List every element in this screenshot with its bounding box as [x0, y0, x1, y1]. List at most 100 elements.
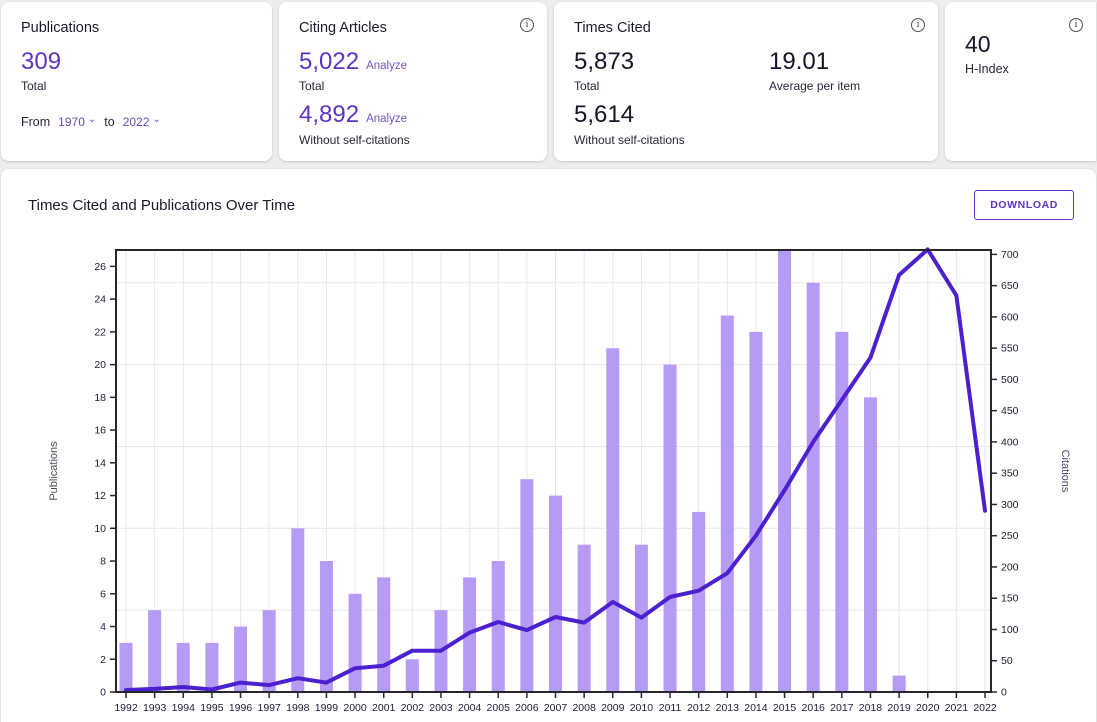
axis-tick-label: 2022	[973, 702, 997, 714]
axis-tick-label: 2004	[458, 702, 482, 714]
publications-bar-2016[interactable]	[806, 282, 820, 692]
publications-bar-2018[interactable]	[863, 397, 877, 692]
publications-bar-1993[interactable]	[148, 610, 162, 692]
publications-bar-2012[interactable]	[692, 511, 706, 692]
axis-tick-label: 4	[100, 621, 106, 633]
publications-bar-1999[interactable]	[319, 561, 333, 692]
citing-total-row: 5,022 Analyze	[299, 48, 527, 75]
info-icon[interactable]: i	[1069, 18, 1083, 32]
axis-tick-label: 1992	[114, 702, 138, 714]
axis-tick-label: 1996	[229, 702, 253, 714]
publications-bar-2015[interactable]	[778, 250, 792, 692]
info-icon[interactable]: i	[520, 18, 534, 32]
plot-border	[115, 249, 992, 693]
citing-total-value: 5,022	[299, 48, 360, 75]
axis-tick-label: 1995	[200, 702, 224, 714]
axis-tick-label: 450	[1001, 405, 1019, 417]
publications-card: Publications 309 Total From 1970 ⌄ to 20…	[1, 2, 272, 161]
axis-tick-label: 2012	[687, 702, 711, 714]
times-cited-publications-chart: 0246810121416182022242605010015020025030…	[48, 247, 1071, 714]
axis-tick-label: 0	[100, 687, 106, 699]
axis-tick-label: 2021	[945, 702, 969, 714]
axis-tick-label: 1993	[143, 702, 167, 714]
publications-bar-2002[interactable]	[405, 659, 419, 692]
times-cited-average-cell: 19.01 Average per item	[769, 36, 918, 93]
publications-bar-1997[interactable]	[262, 610, 276, 692]
publications-bar-2019[interactable]	[892, 675, 906, 692]
download-button[interactable]: DOWNLOAD	[974, 190, 1074, 220]
axis-tick-label: 6	[100, 588, 106, 600]
publications-bar-1996[interactable]	[234, 626, 248, 692]
axis-tick-label: 700	[1001, 249, 1019, 261]
publications-bar-2000[interactable]	[348, 593, 362, 692]
publications-bar-1998[interactable]	[291, 528, 305, 692]
axis-tick-label: 2018	[859, 702, 883, 714]
axis-tick-label: 22	[94, 326, 106, 338]
publications-bar-1995[interactable]	[205, 642, 219, 692]
from-year-select[interactable]: 1970 ⌄	[58, 115, 96, 130]
axis-tick-label: 500	[1001, 374, 1019, 386]
publications-bar-2007[interactable]	[549, 495, 562, 692]
publications-bar-2017[interactable]	[835, 331, 849, 692]
h-index-label: H-Index	[965, 62, 1009, 77]
times-cited-average-value: 19.01	[769, 48, 830, 75]
publications-bar-2011[interactable]	[663, 364, 677, 692]
left-axis-title: Publications	[48, 441, 60, 501]
times-cited-grid: 5,873 Total 19.01 Average per item 5,614…	[574, 36, 918, 147]
axis-tick-label: 2005	[487, 702, 511, 714]
publications-bar-2001[interactable]	[377, 577, 391, 692]
publications-bar-2006[interactable]	[520, 479, 534, 692]
citing-without-analyze-link[interactable]: Analyze	[366, 113, 407, 126]
axis-tick-label: 2017	[830, 702, 854, 714]
times-cited-total-value: 5,873	[574, 48, 635, 75]
citations-line[interactable]	[124, 247, 987, 693]
axis-tick-label: 1994	[172, 702, 196, 714]
citing-total-analyze-link[interactable]: Analyze	[366, 60, 407, 72]
axis-tick-label: 2014	[744, 702, 768, 714]
axis-tick-label: 50	[1001, 655, 1013, 667]
publications-bar-1992[interactable]	[119, 642, 133, 692]
metrics-row: Publications 309 Total From 1970 ⌄ to 20…	[1, 2, 1096, 161]
axis-tick-label: 20	[94, 359, 106, 371]
to-year-select[interactable]: 2022 ⌄	[123, 114, 161, 130]
axis-tick-label: 2016	[802, 702, 826, 714]
publications-bar-2005[interactable]	[491, 561, 505, 692]
publications-bar-2013[interactable]	[720, 315, 734, 692]
citing-without-value: 4,892	[299, 101, 360, 129]
axis-tick-label: 2008	[572, 702, 596, 714]
publications-bar-2009[interactable]	[606, 348, 620, 692]
axis-tick-label: 1997	[257, 702, 281, 714]
axis-tick-label: 2015	[773, 702, 797, 714]
right-axis-title: Citations	[1059, 450, 1071, 493]
publications-bar-2014[interactable]	[749, 331, 763, 692]
axis-tick-label: 2011	[659, 702, 682, 714]
citing-articles-card-title: Citing Articles	[299, 20, 387, 36]
publications-range-row: From 1970 ⌄ to 2022 ⌄	[21, 114, 252, 130]
axis-tick-label: 2000	[343, 702, 367, 714]
chevron-down-icon: ⌄	[152, 114, 161, 126]
axis-tick-label: 2019	[887, 702, 911, 714]
times-cited-average-label: Average per item	[769, 79, 861, 94]
axis-tick-label: 1998	[286, 702, 310, 714]
axis-tick-label: 100	[1001, 624, 1019, 636]
from-year-value: 1970	[58, 115, 85, 130]
from-label: From	[21, 115, 51, 130]
axis-tick-label: 8	[100, 556, 106, 568]
chart-title: Times Cited and Publications Over Time	[28, 197, 296, 214]
citing-without-row: 4,892 Analyze	[299, 101, 527, 129]
axis-tick-label: 2006	[515, 702, 539, 714]
publications-card-title: Publications	[21, 20, 100, 36]
publications-bar-1994[interactable]	[176, 642, 190, 692]
axis-tick-label: 250	[1001, 530, 1019, 542]
chart-card: 0 2 4 6 8 10 12 14 16 18 20 22 24 26 0 50 100 150 200 250 30…	[1, 169, 1096, 722]
axis-tick-label: 550	[1001, 343, 1019, 355]
info-icon[interactable]: i	[911, 18, 925, 32]
axis-tick-label: 1999	[315, 702, 339, 714]
times-cited-total-label: Total	[574, 79, 600, 94]
publications-bar-2008[interactable]	[577, 544, 591, 692]
times-cited-without-value: 5,614	[574, 101, 635, 129]
axis-tick-label: 150	[1001, 593, 1019, 605]
h-index-card: i 40 H-Index	[945, 2, 1096, 161]
axis-tick-label: 2003	[429, 702, 453, 714]
